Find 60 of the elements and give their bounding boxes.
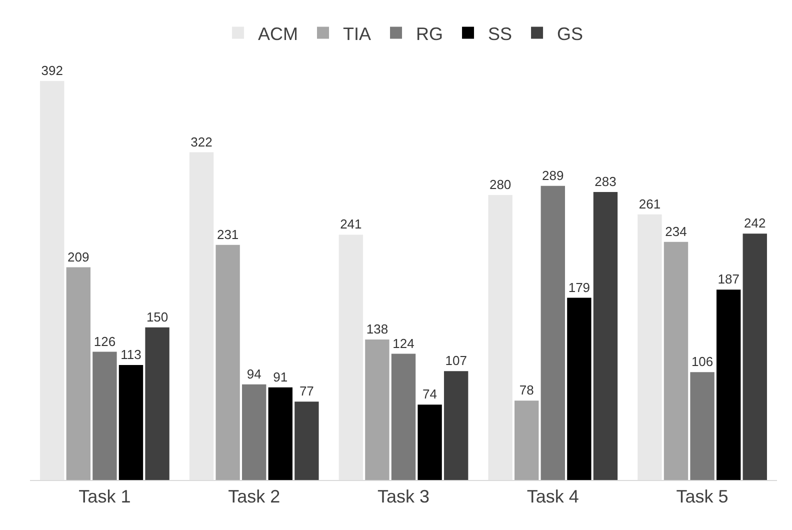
x-tick-label: Task 4 [526,486,579,507]
legend-label: SS [488,24,512,44]
data-label: 179 [568,280,590,295]
data-label: 209 [68,249,90,264]
data-label: 78 [519,382,534,398]
data-label: 289 [542,168,564,183]
bar [593,192,618,480]
x-tick-label: Task 2 [228,486,280,507]
data-label: 187 [718,272,740,287]
data-label: 283 [594,174,616,189]
data-label: 94 [246,366,262,382]
data-label: 241 [340,216,362,232]
bar [418,404,442,480]
legend-label: GS [557,24,584,44]
data-label: 231 [216,226,239,242]
bar [638,214,662,480]
legend-label: RG [416,24,444,44]
bar [742,234,767,480]
bar [690,372,714,480]
bar [716,290,741,480]
data-label: 106 [691,354,714,370]
bar [216,244,240,480]
bar [365,340,390,480]
data-label: 280 [489,177,512,192]
data-label: 107 [445,353,467,368]
data-label: 91 [273,369,288,384]
x-tick-label: Task 1 [78,486,131,507]
bar [40,81,64,480]
data-label: 242 [744,216,766,231]
bar [294,402,319,480]
bar [242,384,266,480]
data-label: 322 [190,134,212,150]
bar [145,327,170,480]
bar [514,400,539,480]
data-label: 138 [366,322,388,337]
data-label: 77 [299,384,314,399]
bar [189,152,214,480]
data-label: 234 [665,224,687,239]
bar [444,371,468,480]
data-label: 126 [94,334,116,349]
bar [567,298,592,480]
x-tick-label: Task 3 [377,486,430,507]
bar [92,352,117,480]
bar [664,242,688,480]
bar [391,354,416,480]
legend-label: ACM [258,24,298,44]
bar [66,267,90,480]
data-label: 74 [422,386,438,402]
data-label: 261 [638,196,661,212]
data-label: 113 [120,346,142,362]
legend-label: TIA [343,24,372,44]
bar [268,387,292,480]
data-label: 392 [41,63,63,78]
data-label: 124 [392,336,414,351]
x-tick-label: Task 5 [676,486,728,507]
bar [540,186,565,480]
data-label: 150 [146,309,168,324]
bar [118,364,144,480]
bar [338,234,364,480]
bar [488,195,512,480]
